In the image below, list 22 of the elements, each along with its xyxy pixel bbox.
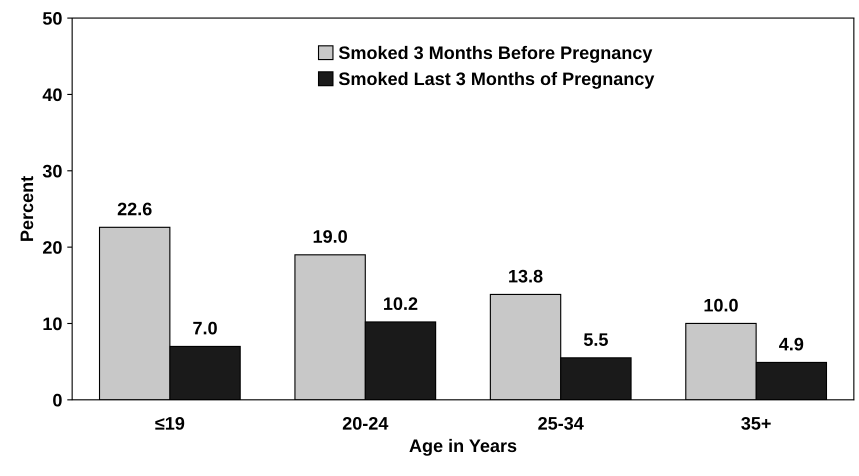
data-label: 5.5 [584,333,608,346]
y-tick-label: 30 [42,164,62,178]
data-label: 22.6 [118,202,152,216]
data-label: 4.9 [779,338,804,351]
x-tick-label: 20-24 [342,416,388,430]
legend-label: Smoked Last 3 Months of Pregnancy [338,72,654,89]
data-label: 10.2 [384,297,418,310]
y-tick-label: 20 [42,241,62,254]
y-axis-title: Percent [20,176,34,241]
data-label: 19.0 [314,230,347,243]
y-tick-label: 0 [53,394,62,407]
y-tick-label: 10 [43,317,62,330]
x-axis-title: Age in Years [409,438,516,456]
data-label: 7.0 [193,322,217,334]
x-tick-label: ≤19 [155,416,184,430]
y-tick-label: 40 [42,88,62,102]
legend-label: Smoked 3 Months Before Pregnancy [338,46,652,63]
x-tick-label: 25-34 [538,416,584,430]
data-label: 13.8 [509,270,543,283]
y-tick-label: 50 [42,12,62,25]
x-tick-label: 35+ [741,416,771,430]
data-label: 10.0 [704,298,738,312]
